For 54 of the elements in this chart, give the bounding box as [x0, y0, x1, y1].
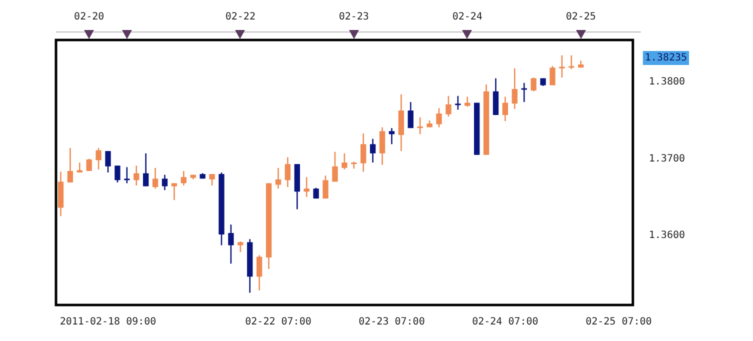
candlestick [464, 96, 470, 108]
candlestick [370, 138, 376, 164]
candlestick [143, 152, 149, 187]
candlestick [171, 182, 178, 201]
candlestick [568, 54, 574, 70]
text: 02-20 [74, 12, 104, 23]
candlestick [360, 132, 366, 172]
candlestick [502, 96, 508, 122]
x-tick-label: 02-24 07:00 [472, 316, 538, 328]
candlestick [86, 158, 92, 172]
x-tick-label: 02-22 07:00 [245, 316, 312, 328]
candlestick [530, 76, 536, 92]
candlestick [152, 167, 158, 190]
y-tick-label: 1.3700 [648, 153, 685, 164]
y-tick-label: 1.3800 [648, 76, 685, 88]
candlestick [275, 167, 282, 190]
candlestick [256, 254, 262, 292]
candlestick [105, 150, 111, 174]
candlestick [446, 95, 452, 118]
candlestick [332, 151, 338, 182]
candlestick [455, 95, 461, 110]
candlestick [492, 78, 499, 116]
candlestick [124, 166, 130, 184]
candlestick [417, 116, 423, 135]
candlestick [284, 156, 291, 188]
text: 02-22 [225, 12, 256, 23]
candlestick [162, 174, 168, 191]
candlestick [408, 101, 414, 129]
candlestick [388, 127, 395, 145]
candlestick [67, 147, 74, 184]
text: 02-24 [452, 12, 482, 23]
x-tick-label: 02-23 07:00 [358, 316, 425, 328]
y-tick-label: 1.3600 [648, 230, 685, 241]
candlestick [342, 152, 348, 170]
candlestick [114, 164, 120, 184]
x-tick-label: 2011-02-18 09:00 [60, 316, 156, 328]
candlestick [238, 240, 244, 253]
candlestick [521, 82, 527, 103]
candlestick [134, 164, 140, 186]
text: 1.38235 [644, 52, 688, 64]
candlestick [436, 108, 442, 128]
candlestick [96, 147, 102, 170]
candlestick [559, 54, 565, 78]
candlestick [550, 65, 556, 86]
x-tick-label: 02-25 07:00 [586, 316, 652, 328]
candlestick [512, 68, 518, 110]
candlestick [209, 173, 215, 186]
candlestick [304, 176, 310, 198]
text: 02-25 [566, 12, 596, 23]
candlestick [180, 170, 187, 186]
text: 02-23 [338, 12, 369, 23]
candlestick [322, 174, 328, 200]
candlestick [379, 126, 386, 166]
candlestick [228, 224, 234, 264]
